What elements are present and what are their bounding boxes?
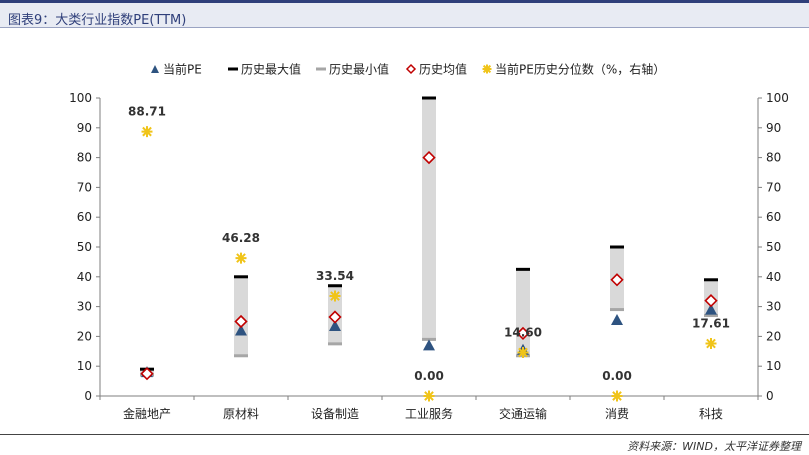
percentile-data-label: 88.71 <box>128 105 166 119</box>
figure-title: 图表9：大类行业指数PE(TTM) <box>8 13 187 28</box>
hist-min-mark <box>704 314 718 318</box>
right-tick-label: 90 <box>766 121 781 135</box>
left-tick-label: 60 <box>77 210 92 224</box>
right-tick-label: 40 <box>766 270 781 284</box>
percentile-data-label: 46.28 <box>222 231 260 245</box>
legend-label: 历史最小值 <box>329 62 389 77</box>
footer-rule <box>0 434 809 435</box>
right-tick-label: 80 <box>766 151 781 165</box>
current-pe-mark <box>611 314 623 326</box>
hist-max-mark <box>422 96 436 100</box>
legend-label: 历史均值 <box>419 62 467 77</box>
hist-max-mark <box>516 267 530 271</box>
hist-avg-mark <box>328 310 342 324</box>
range-bar <box>422 98 436 340</box>
left-tick-label: 20 <box>77 329 92 343</box>
hist-max-mark <box>704 278 718 282</box>
legend-asterisk-icon <box>482 64 492 74</box>
left-tick-label: 30 <box>77 300 92 314</box>
hist-avg-mark <box>422 150 436 165</box>
right-tick-label: 10 <box>766 359 781 373</box>
source-note: 资料来源：WIND，太平洋证券整理 <box>627 440 801 453</box>
percentile-data-label: 14.60 <box>504 325 542 339</box>
current-pe-mark <box>329 319 341 331</box>
percentile-data-label: 0.00 <box>414 369 444 383</box>
right-tick-label: 50 <box>766 240 781 254</box>
legend-dash-icon <box>316 67 326 71</box>
hist-avg-mark <box>610 273 624 287</box>
left-tick-label: 80 <box>77 151 92 165</box>
hist-max-mark <box>610 245 624 249</box>
current-pe-mark <box>423 339 435 351</box>
hist-avg-mark <box>704 294 718 308</box>
current-pe-mark <box>235 324 247 336</box>
hist-min-mark <box>234 354 248 358</box>
percentile-mark <box>705 338 717 350</box>
right-tick-label: 0 <box>766 389 774 403</box>
percentile-data-label: 0.00 <box>602 369 632 383</box>
hist-avg-mark <box>140 367 154 381</box>
pe-chart: 当前PE 历史最大值 历史最小值 历史均值 当前PE历史分位数（%，右轴） 0 10 20 3… <box>69 62 789 422</box>
percentile-data-label: 17.61 <box>692 317 730 331</box>
legend-label: 当前PE <box>163 62 202 77</box>
category-label: 金融地产 <box>123 406 171 421</box>
percentile-mark <box>235 252 247 264</box>
hist-avg-mark <box>234 314 248 329</box>
right-tick-label: 100 <box>766 91 789 105</box>
legend-label: 当前PE历史分位数（%，右轴） <box>495 62 665 77</box>
left-tick-label: 50 <box>77 240 92 254</box>
category-label: 科技 <box>699 407 723 421</box>
category-label: 工业服务 <box>405 406 453 421</box>
left-tick-label: 0 <box>84 389 92 403</box>
hist-min-mark <box>610 308 624 312</box>
left-tick-label: 40 <box>77 270 92 284</box>
figure-title-bar: 图表9：大类行业指数PE(TTM) <box>0 3 809 28</box>
right-tick-label: 70 <box>766 180 781 194</box>
percentile-mark <box>423 390 435 402</box>
category-label: 交通运输 <box>499 406 547 421</box>
legend-dash-icon <box>228 67 238 71</box>
category-label: 设备制造 <box>311 407 359 421</box>
category-label: 消费 <box>605 407 629 421</box>
hist-avg-mark <box>516 326 530 341</box>
percentile-mark <box>329 290 341 302</box>
legend-triangle-icon <box>151 65 159 73</box>
chart-legend: 当前PE 历史最大值 历史最小值 历史均值 当前PE历史分位数（%，右轴） <box>151 62 665 77</box>
percentile-mark <box>611 390 623 402</box>
title-bottom-rule <box>0 27 809 28</box>
title-top-rule <box>0 0 809 3</box>
legend-diamond-icon <box>405 63 417 75</box>
right-tick-label: 60 <box>766 210 781 224</box>
percentile-mark <box>141 126 153 138</box>
hist-max-mark <box>328 284 342 288</box>
category-label: 原材料 <box>223 407 259 421</box>
percentile-data-label: 33.54 <box>316 269 354 283</box>
current-pe-mark <box>705 303 717 315</box>
chart-marks: 88.71 46.28 33.54 0.00 14.60 0.00 17.61 <box>128 96 730 402</box>
legend-label: 历史最大值 <box>241 62 301 77</box>
percentile-mark <box>517 346 529 358</box>
range-bar <box>516 269 530 356</box>
left-tick-label: 90 <box>77 121 92 135</box>
hist-min-mark <box>328 342 342 346</box>
left-tick-label: 10 <box>77 359 92 373</box>
hist-max-mark <box>234 275 248 279</box>
right-tick-label: 30 <box>766 300 781 314</box>
left-tick-label: 100 <box>69 91 92 105</box>
right-tick-label: 20 <box>766 329 781 343</box>
left-tick-label: 70 <box>77 180 92 194</box>
